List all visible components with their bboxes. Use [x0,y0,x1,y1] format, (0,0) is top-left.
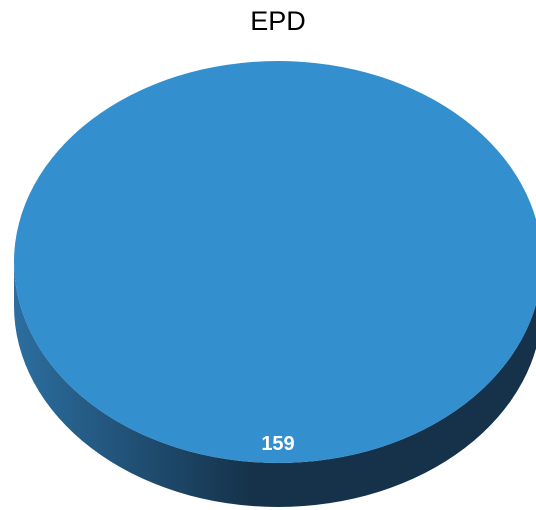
pie-slice-value-label: 159 [261,433,294,455]
pie-slice-side [14,262,536,507]
pie-slice [14,61,536,463]
chart-title: EPD [250,6,306,36]
